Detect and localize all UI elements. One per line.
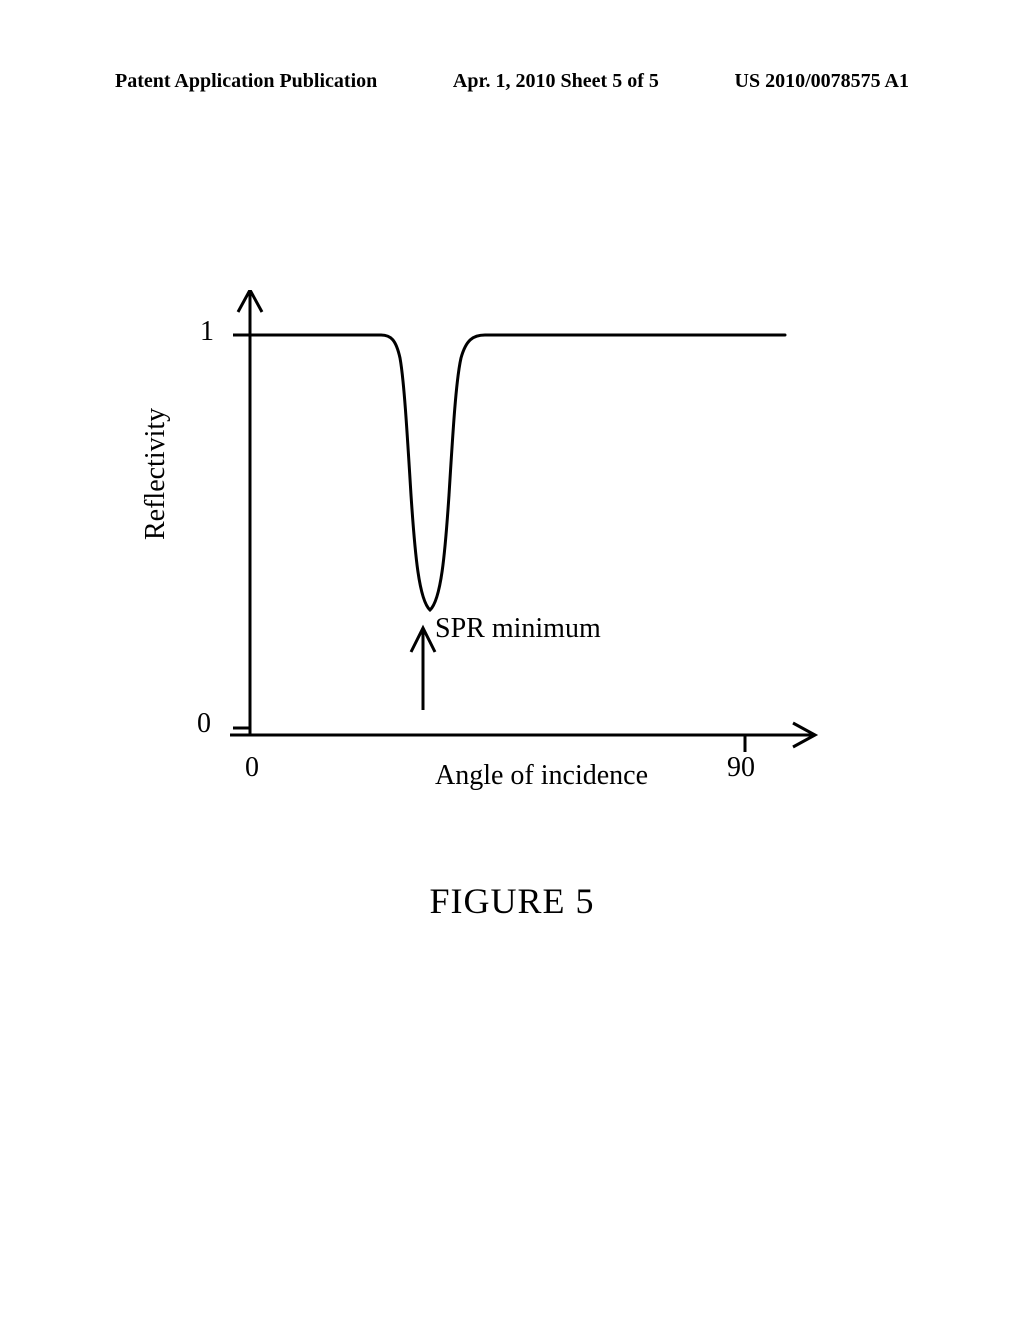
header-publication: Patent Application Publication (115, 70, 377, 93)
page-header: Patent Application Publication Apr. 1, 2… (0, 70, 1024, 93)
x-tick-max: 90 (727, 752, 755, 784)
axes (230, 290, 815, 752)
reflectivity-curve (250, 335, 785, 610)
figure-caption: FIGURE 5 (0, 880, 1024, 922)
spr-chart: Reflectivity Angle of incidence 1 0 0 90… (145, 290, 875, 820)
x-axis-label: Angle of incidence (435, 760, 648, 792)
annotation-arrow-icon (411, 628, 435, 710)
chart-svg (145, 290, 875, 820)
header-date-sheet: Apr. 1, 2010 Sheet 5 of 5 (453, 70, 659, 93)
spr-minimum-label: SPR minimum (435, 613, 601, 645)
x-tick-min: 0 (245, 752, 259, 784)
y-tick-min: 0 (197, 708, 211, 740)
header-pub-number: US 2010/0078575 A1 (735, 70, 909, 93)
y-axis-label: Reflectivity (140, 408, 172, 540)
y-tick-max: 1 (200, 316, 214, 348)
